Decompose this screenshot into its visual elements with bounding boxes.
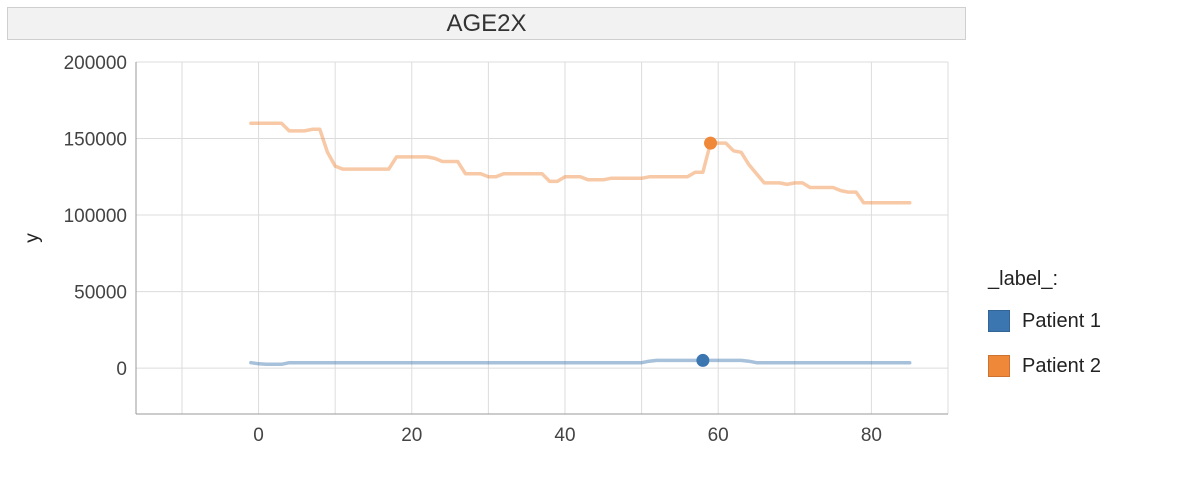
highlight-point-patient-1: [696, 353, 710, 367]
legend-item-patient-1[interactable]: Patient 1: [988, 305, 1101, 337]
y-tick-label: 0: [116, 359, 127, 380]
x-tick-label: 60: [708, 425, 729, 446]
x-tick-label: 80: [861, 425, 882, 446]
series-lines: [249, 121, 912, 367]
x-tick-label: 20: [401, 425, 422, 446]
legend-label: Patient 2: [1022, 354, 1101, 377]
chart-title: AGE2X: [7, 7, 966, 40]
y-tick-label: 150000: [64, 130, 127, 151]
y-axis-label: y: [22, 233, 43, 243]
y-tick-label: 200000: [64, 53, 127, 74]
legend-label: Patient 1: [1022, 309, 1101, 332]
axes: [135, 62, 948, 415]
y-tick-label: 50000: [74, 283, 127, 304]
highlight-point-patient-2: [704, 136, 718, 150]
grid-lines: [136, 61, 949, 414]
legend-swatch-patient-2: [988, 355, 1010, 377]
x-tick-label: 40: [554, 425, 575, 446]
highlight-points: [696, 136, 718, 367]
series-line-patient-1: [249, 358, 912, 367]
series-line-patient-2: [249, 121, 912, 205]
y-tick-labels: 0 50000 100000 150000 200000: [64, 53, 127, 380]
legend: _label_: Patient 1 Patient 2: [988, 268, 1101, 395]
x-tick-labels: 0 20 40 60 80: [253, 425, 882, 446]
legend-swatch-patient-1: [988, 310, 1010, 332]
legend-item-patient-2[interactable]: Patient 2: [988, 350, 1101, 382]
x-tick-label: 0: [253, 425, 264, 446]
legend-title: _label_:: [988, 268, 1059, 290]
y-tick-label: 100000: [64, 206, 127, 227]
